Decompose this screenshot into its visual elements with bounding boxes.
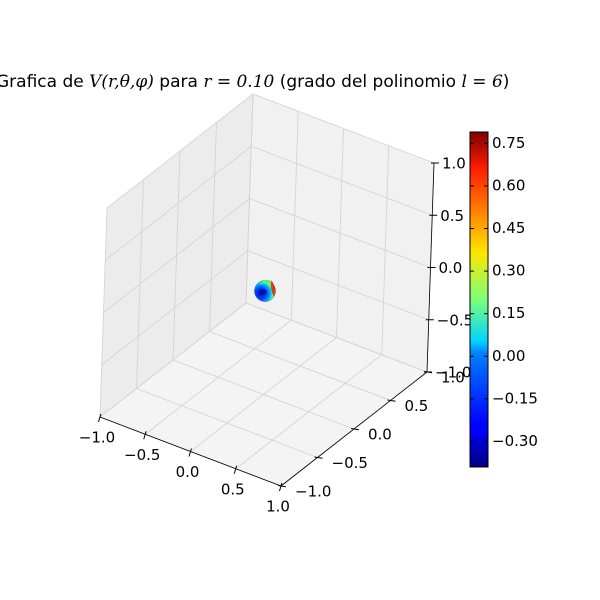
z-axis-tick-label: 0.5: [440, 207, 464, 225]
title-degree: l = 6: [461, 72, 503, 92]
tick-labels: −1.0−0.50.00.51.0−1.0−0.50.00.51.0−1.0−0…: [79, 155, 473, 516]
grid-line: [103, 198, 250, 313]
z-axis-tick-label: 0.0: [439, 259, 463, 277]
title-suffix: (grado del polinomio: [274, 72, 462, 92]
y-axis-tick-label: −0.5: [332, 454, 368, 472]
title-function: V(r,θ,φ): [89, 72, 154, 92]
title-mid: para: [153, 72, 204, 92]
z-axis-tick-label: −0.5: [437, 311, 473, 329]
grid-line: [249, 198, 431, 268]
y-axis-tick: [350, 428, 360, 431]
y-axis-tick-label: 0.5: [405, 397, 429, 415]
x-axis-tick: [279, 482, 283, 492]
colorbar-tick-label: 0.60: [492, 176, 525, 194]
grid-line: [106, 93, 254, 209]
x-axis-tick-label: 0.0: [176, 463, 200, 481]
y-axis-tick-label: 0.0: [368, 426, 392, 444]
y-axis-tick: [387, 399, 396, 402]
grid-line: [235, 354, 383, 470]
x-axis-tick-label: −0.5: [124, 446, 160, 464]
colorbar-tick-label: 0.00: [492, 347, 525, 365]
y-axis-tick: [314, 456, 323, 459]
x-axis-tick: [188, 448, 192, 457]
x-axis-tick: [143, 431, 147, 440]
grid-line: [99, 207, 108, 418]
z-axis-tick-label: 1.0: [442, 155, 466, 173]
x-axis-tick-label: −1.0: [79, 429, 115, 447]
x-axis-tick: [233, 465, 238, 474]
sphere-surface: [254, 279, 276, 302]
colorbar-tick-label: 0.75: [492, 134, 525, 152]
title-radius: r = 0.10: [203, 72, 275, 92]
grid-line: [252, 93, 435, 164]
grid-line: [136, 179, 144, 389]
colorbar-tick-label: −0.15: [492, 389, 538, 407]
grid-line: [136, 388, 318, 458]
chart-title: Grafica de V(r,θ,φ) para r = 0.10 (grado…: [0, 72, 600, 98]
grid-line: [172, 359, 355, 430]
colorbar-gradient: [469, 131, 489, 468]
x-axis-tick: [98, 413, 102, 423]
colorbar-tick-label: 0.45: [492, 219, 525, 237]
grid-line: [381, 145, 390, 355]
y-axis-tick-label: −1.0: [295, 483, 331, 501]
x-axis-tick-label: 0.5: [221, 480, 245, 498]
y-axis-tick: [277, 485, 287, 488]
colorbar-tick-label: 0.15: [492, 304, 525, 322]
z-axis-tick-label: −1.0: [435, 364, 471, 382]
title-end: ): [502, 72, 510, 92]
colorbar-tick-label: −0.30: [492, 432, 538, 450]
grid-line: [251, 145, 433, 216]
x-axis-tick-label: 1.0: [266, 498, 290, 516]
colorbar-tick-label: 0.30: [492, 262, 525, 280]
colorbar: 0.75 0.60 0.45 0.30 0.15 0.00 −0.15 −0.30: [469, 131, 538, 468]
title-prefix: Grafica de: [0, 72, 90, 92]
grid-line: [104, 145, 252, 261]
tick-marks: [98, 162, 439, 492]
sphere-mid-region: [259, 279, 273, 284]
sphere-cold-region: [259, 289, 267, 295]
sphere-hot-region: [270, 280, 275, 297]
y-axis-tick-label: 1.0: [441, 369, 465, 387]
